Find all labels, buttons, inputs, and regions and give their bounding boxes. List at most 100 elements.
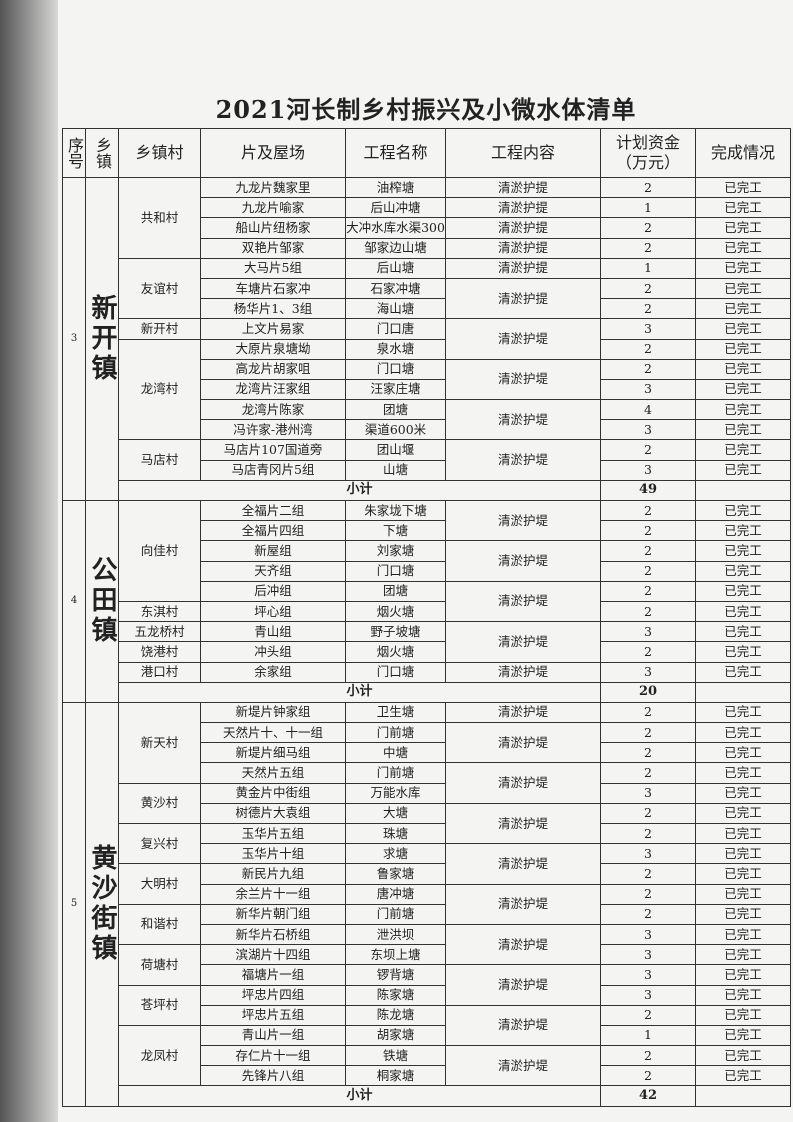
fund: 3 bbox=[601, 662, 696, 682]
fund: 3 bbox=[601, 985, 696, 1005]
status: 已完工 bbox=[696, 783, 791, 803]
status: 已完工 bbox=[696, 924, 791, 944]
status: 已完工 bbox=[696, 319, 791, 339]
content: 清淤护堤 bbox=[446, 803, 601, 843]
project: 山塘 bbox=[346, 460, 446, 480]
fund: 3 bbox=[601, 965, 696, 985]
project: 油榨塘 bbox=[346, 178, 446, 198]
fund: 1 bbox=[601, 198, 696, 218]
project: 门口塘 bbox=[346, 662, 446, 682]
project: 石家冲塘 bbox=[346, 278, 446, 298]
content: 清淤护提 bbox=[446, 178, 601, 198]
village: 龙凤村 bbox=[119, 1025, 201, 1086]
project: 邹家边山塘 bbox=[346, 238, 446, 258]
fund: 2 bbox=[601, 440, 696, 460]
fund: 2 bbox=[601, 299, 696, 319]
status: 已完工 bbox=[696, 420, 791, 440]
project: 卫生塘 bbox=[346, 702, 446, 722]
fund: 3 bbox=[601, 783, 696, 803]
place: 坪心组 bbox=[201, 601, 346, 621]
status: 已完工 bbox=[696, 702, 791, 722]
fund: 2 bbox=[601, 884, 696, 904]
table-row: 5黄沙街镇新天村新堤片钟家组卫生塘清淤护堤2已完工 bbox=[63, 702, 791, 722]
project: 下塘 bbox=[346, 521, 446, 541]
fund: 3 bbox=[601, 945, 696, 965]
place: 龙湾片汪家组 bbox=[201, 379, 346, 399]
column-header: 序号 bbox=[63, 129, 86, 178]
place: 马店片107国道旁 bbox=[201, 440, 346, 460]
fund: 2 bbox=[601, 581, 696, 601]
place: 车塘片石家冲 bbox=[201, 278, 346, 298]
fund: 2 bbox=[601, 278, 696, 298]
project: 泄洪坝 bbox=[346, 924, 446, 944]
place: 天齐组 bbox=[201, 561, 346, 581]
content: 清淤护堤 bbox=[446, 763, 601, 803]
fund: 2 bbox=[601, 904, 696, 924]
village: 和谐村 bbox=[119, 904, 201, 944]
subtotal-value: 42 bbox=[601, 1086, 696, 1106]
fund: 2 bbox=[601, 339, 696, 359]
fund: 2 bbox=[601, 541, 696, 561]
project: 刘家塘 bbox=[346, 541, 446, 561]
project: 鲁家塘 bbox=[346, 864, 446, 884]
status: 已完工 bbox=[696, 824, 791, 844]
status: 已完工 bbox=[696, 561, 791, 581]
place: 树德片大袁组 bbox=[201, 803, 346, 823]
place: 冲头组 bbox=[201, 642, 346, 662]
fund: 2 bbox=[601, 359, 696, 379]
place: 大马片5组 bbox=[201, 258, 346, 278]
status: 已完工 bbox=[696, 400, 791, 420]
place: 新堤片钟家组 bbox=[201, 702, 346, 722]
village: 复兴村 bbox=[119, 824, 201, 864]
status: 已完工 bbox=[696, 945, 791, 965]
status: 已完工 bbox=[696, 864, 791, 884]
place: 天然片五组 bbox=[201, 763, 346, 783]
project: 渠道600米 bbox=[346, 420, 446, 440]
content: 清淤护堤 bbox=[446, 359, 601, 399]
table-row: 友谊村大马片5组后山塘清淤护提1已完工 bbox=[63, 258, 791, 278]
place: 新华片朝门组 bbox=[201, 904, 346, 924]
status: 已完工 bbox=[696, 662, 791, 682]
project: 唐冲塘 bbox=[346, 884, 446, 904]
subtotal-value: 20 bbox=[601, 682, 696, 702]
status: 已完工 bbox=[696, 1005, 791, 1025]
status: 已完工 bbox=[696, 541, 791, 561]
place: 新民片九组 bbox=[201, 864, 346, 884]
project: 门口唐 bbox=[346, 319, 446, 339]
village: 东淇村 bbox=[119, 601, 201, 621]
status: 已完工 bbox=[696, 904, 791, 924]
project: 大冲水库水渠300 bbox=[346, 218, 446, 238]
project: 后山冲塘 bbox=[346, 198, 446, 218]
column-header: 工程名称 bbox=[346, 129, 446, 178]
project: 泉水塘 bbox=[346, 339, 446, 359]
fund: 3 bbox=[601, 844, 696, 864]
status: 已完工 bbox=[696, 379, 791, 399]
village: 友谊村 bbox=[119, 258, 201, 319]
place: 青山片一组 bbox=[201, 1025, 346, 1045]
status: 已完工 bbox=[696, 601, 791, 621]
table-row: 复兴村玉华片五组珠塘2已完工 bbox=[63, 824, 791, 844]
status: 已完工 bbox=[696, 985, 791, 1005]
project: 朱家垅下塘 bbox=[346, 501, 446, 521]
place: 大原片泉塘坳 bbox=[201, 339, 346, 359]
column-header: 乡镇村 bbox=[119, 129, 201, 178]
project: 后山塘 bbox=[346, 258, 446, 278]
fund: 2 bbox=[601, 178, 696, 198]
status: 已完工 bbox=[696, 198, 791, 218]
status: 已完工 bbox=[696, 278, 791, 298]
subtotal-row: 小计49 bbox=[63, 480, 791, 500]
project: 东坝上塘 bbox=[346, 945, 446, 965]
content: 清淤护提 bbox=[446, 258, 601, 278]
village: 大明村 bbox=[119, 864, 201, 904]
table-body: 3新开镇共和村九龙片魏家里油榨塘清淤护提2已完工九龙片喻家后山冲塘清淤护提1已完… bbox=[63, 178, 791, 1107]
content: 清淤护堤 bbox=[446, 581, 601, 621]
project: 求塘 bbox=[346, 844, 446, 864]
project: 团塘 bbox=[346, 400, 446, 420]
place: 玉华片十组 bbox=[201, 844, 346, 864]
status: 已完工 bbox=[696, 521, 791, 541]
project: 团塘 bbox=[346, 581, 446, 601]
section-no: 4 bbox=[63, 501, 86, 703]
place: 黄金片中街组 bbox=[201, 783, 346, 803]
column-header: 乡镇 bbox=[86, 129, 119, 178]
fund: 3 bbox=[601, 420, 696, 440]
